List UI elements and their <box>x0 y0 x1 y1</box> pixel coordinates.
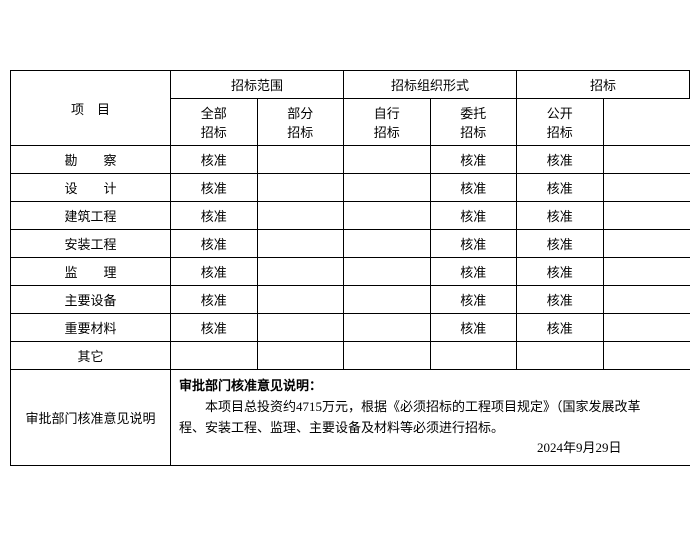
note-title: 审批部门核准意见说明： <box>179 376 682 397</box>
row-cell: 核准 <box>430 146 517 174</box>
row-cell <box>603 286 690 314</box>
table-row: 安装工程 核准 核准 核准 <box>11 230 690 258</box>
table-row: 勘 察 核准 核准 核准 <box>11 146 690 174</box>
row-cell: 核准 <box>517 286 604 314</box>
row-cell <box>257 146 344 174</box>
row-cell: 核准 <box>430 202 517 230</box>
row-cell: 核准 <box>517 174 604 202</box>
row-cell: 核准 <box>430 286 517 314</box>
row-label: 建筑工程 <box>11 202 171 230</box>
table-row: 其它 <box>11 342 690 370</box>
row-label: 安装工程 <box>11 230 171 258</box>
row-cell <box>257 202 344 230</box>
row-label: 勘 察 <box>11 146 171 174</box>
row-cell <box>257 174 344 202</box>
header-form-self: 自行招标 <box>344 99 431 146</box>
note-body2: 程、安装工程、监理、主要设备及材料等必须进行招标。 <box>179 418 682 439</box>
row-label: 重要材料 <box>11 314 171 342</box>
table-row: 设 计 核准 核准 核准 <box>11 174 690 202</box>
note-row: 审批部门核准意见说明 审批部门核准意见说明： 本项目总投资约4715万元，根据《… <box>11 370 690 466</box>
row-label: 设 计 <box>11 174 171 202</box>
note-date: 2024年9月29日 <box>179 438 682 459</box>
row-cell: 核准 <box>171 314 258 342</box>
row-cell <box>517 342 604 370</box>
row-cell <box>603 230 690 258</box>
row-cell <box>344 230 431 258</box>
row-cell <box>257 230 344 258</box>
row-cell: 核准 <box>171 146 258 174</box>
row-cell: 核准 <box>171 286 258 314</box>
row-cell: 核准 <box>517 230 604 258</box>
row-label: 其它 <box>11 342 171 370</box>
header-method-open: 公开招标 <box>517 99 604 146</box>
row-cell <box>257 258 344 286</box>
header-scope: 招标范围 <box>171 71 344 99</box>
row-cell <box>603 146 690 174</box>
row-cell: 核准 <box>171 174 258 202</box>
row-label: 主要设备 <box>11 286 171 314</box>
table-row: 建筑工程 核准 核准 核准 <box>11 202 690 230</box>
row-cell: 核准 <box>517 146 604 174</box>
row-cell: 核准 <box>517 314 604 342</box>
row-cell <box>603 174 690 202</box>
approval-table: 项 目 招标范围 招标组织形式 招标 全部招标 部分招标 自行招标 委托招标 公… <box>10 70 690 466</box>
header-form: 招标组织形式 <box>344 71 517 99</box>
row-cell: 核准 <box>430 314 517 342</box>
row-cell <box>344 258 431 286</box>
row-cell: 核准 <box>171 230 258 258</box>
row-cell <box>171 342 258 370</box>
row-cell <box>257 314 344 342</box>
row-cell <box>344 286 431 314</box>
table-row: 监 理 核准 核准 核准 <box>11 258 690 286</box>
row-cell <box>344 174 431 202</box>
row-cell <box>603 258 690 286</box>
row-cell <box>603 342 690 370</box>
note-body: 本项目总投资约4715万元，根据《必须招标的工程项目规定》（国家发展改革 <box>179 397 682 418</box>
row-cell: 核准 <box>171 202 258 230</box>
header-method-extra <box>603 99 690 146</box>
header-form-delegate: 委托招标 <box>430 99 517 146</box>
row-label: 监 理 <box>11 258 171 286</box>
note-label: 审批部门核准意见说明 <box>11 370 171 466</box>
header-scope-all: 全部招标 <box>171 99 258 146</box>
note-content: 审批部门核准意见说明： 本项目总投资约4715万元，根据《必须招标的工程项目规定… <box>171 370 690 466</box>
row-cell: 核准 <box>171 258 258 286</box>
table-row: 重要材料 核准 核准 核准 <box>11 314 690 342</box>
row-cell <box>344 342 431 370</box>
header-method: 招标 <box>517 71 690 99</box>
row-cell <box>257 286 344 314</box>
row-cell: 核准 <box>517 202 604 230</box>
row-cell <box>344 146 431 174</box>
row-cell <box>603 202 690 230</box>
row-cell: 核准 <box>517 258 604 286</box>
row-cell <box>257 342 344 370</box>
header-project: 项 目 <box>11 71 171 146</box>
table-row: 主要设备 核准 核准 核准 <box>11 286 690 314</box>
row-cell: 核准 <box>430 258 517 286</box>
row-cell <box>430 342 517 370</box>
row-cell: 核准 <box>430 230 517 258</box>
header-scope-part: 部分招标 <box>257 99 344 146</box>
row-cell <box>603 314 690 342</box>
row-cell <box>344 314 431 342</box>
row-cell: 核准 <box>430 174 517 202</box>
row-cell <box>344 202 431 230</box>
